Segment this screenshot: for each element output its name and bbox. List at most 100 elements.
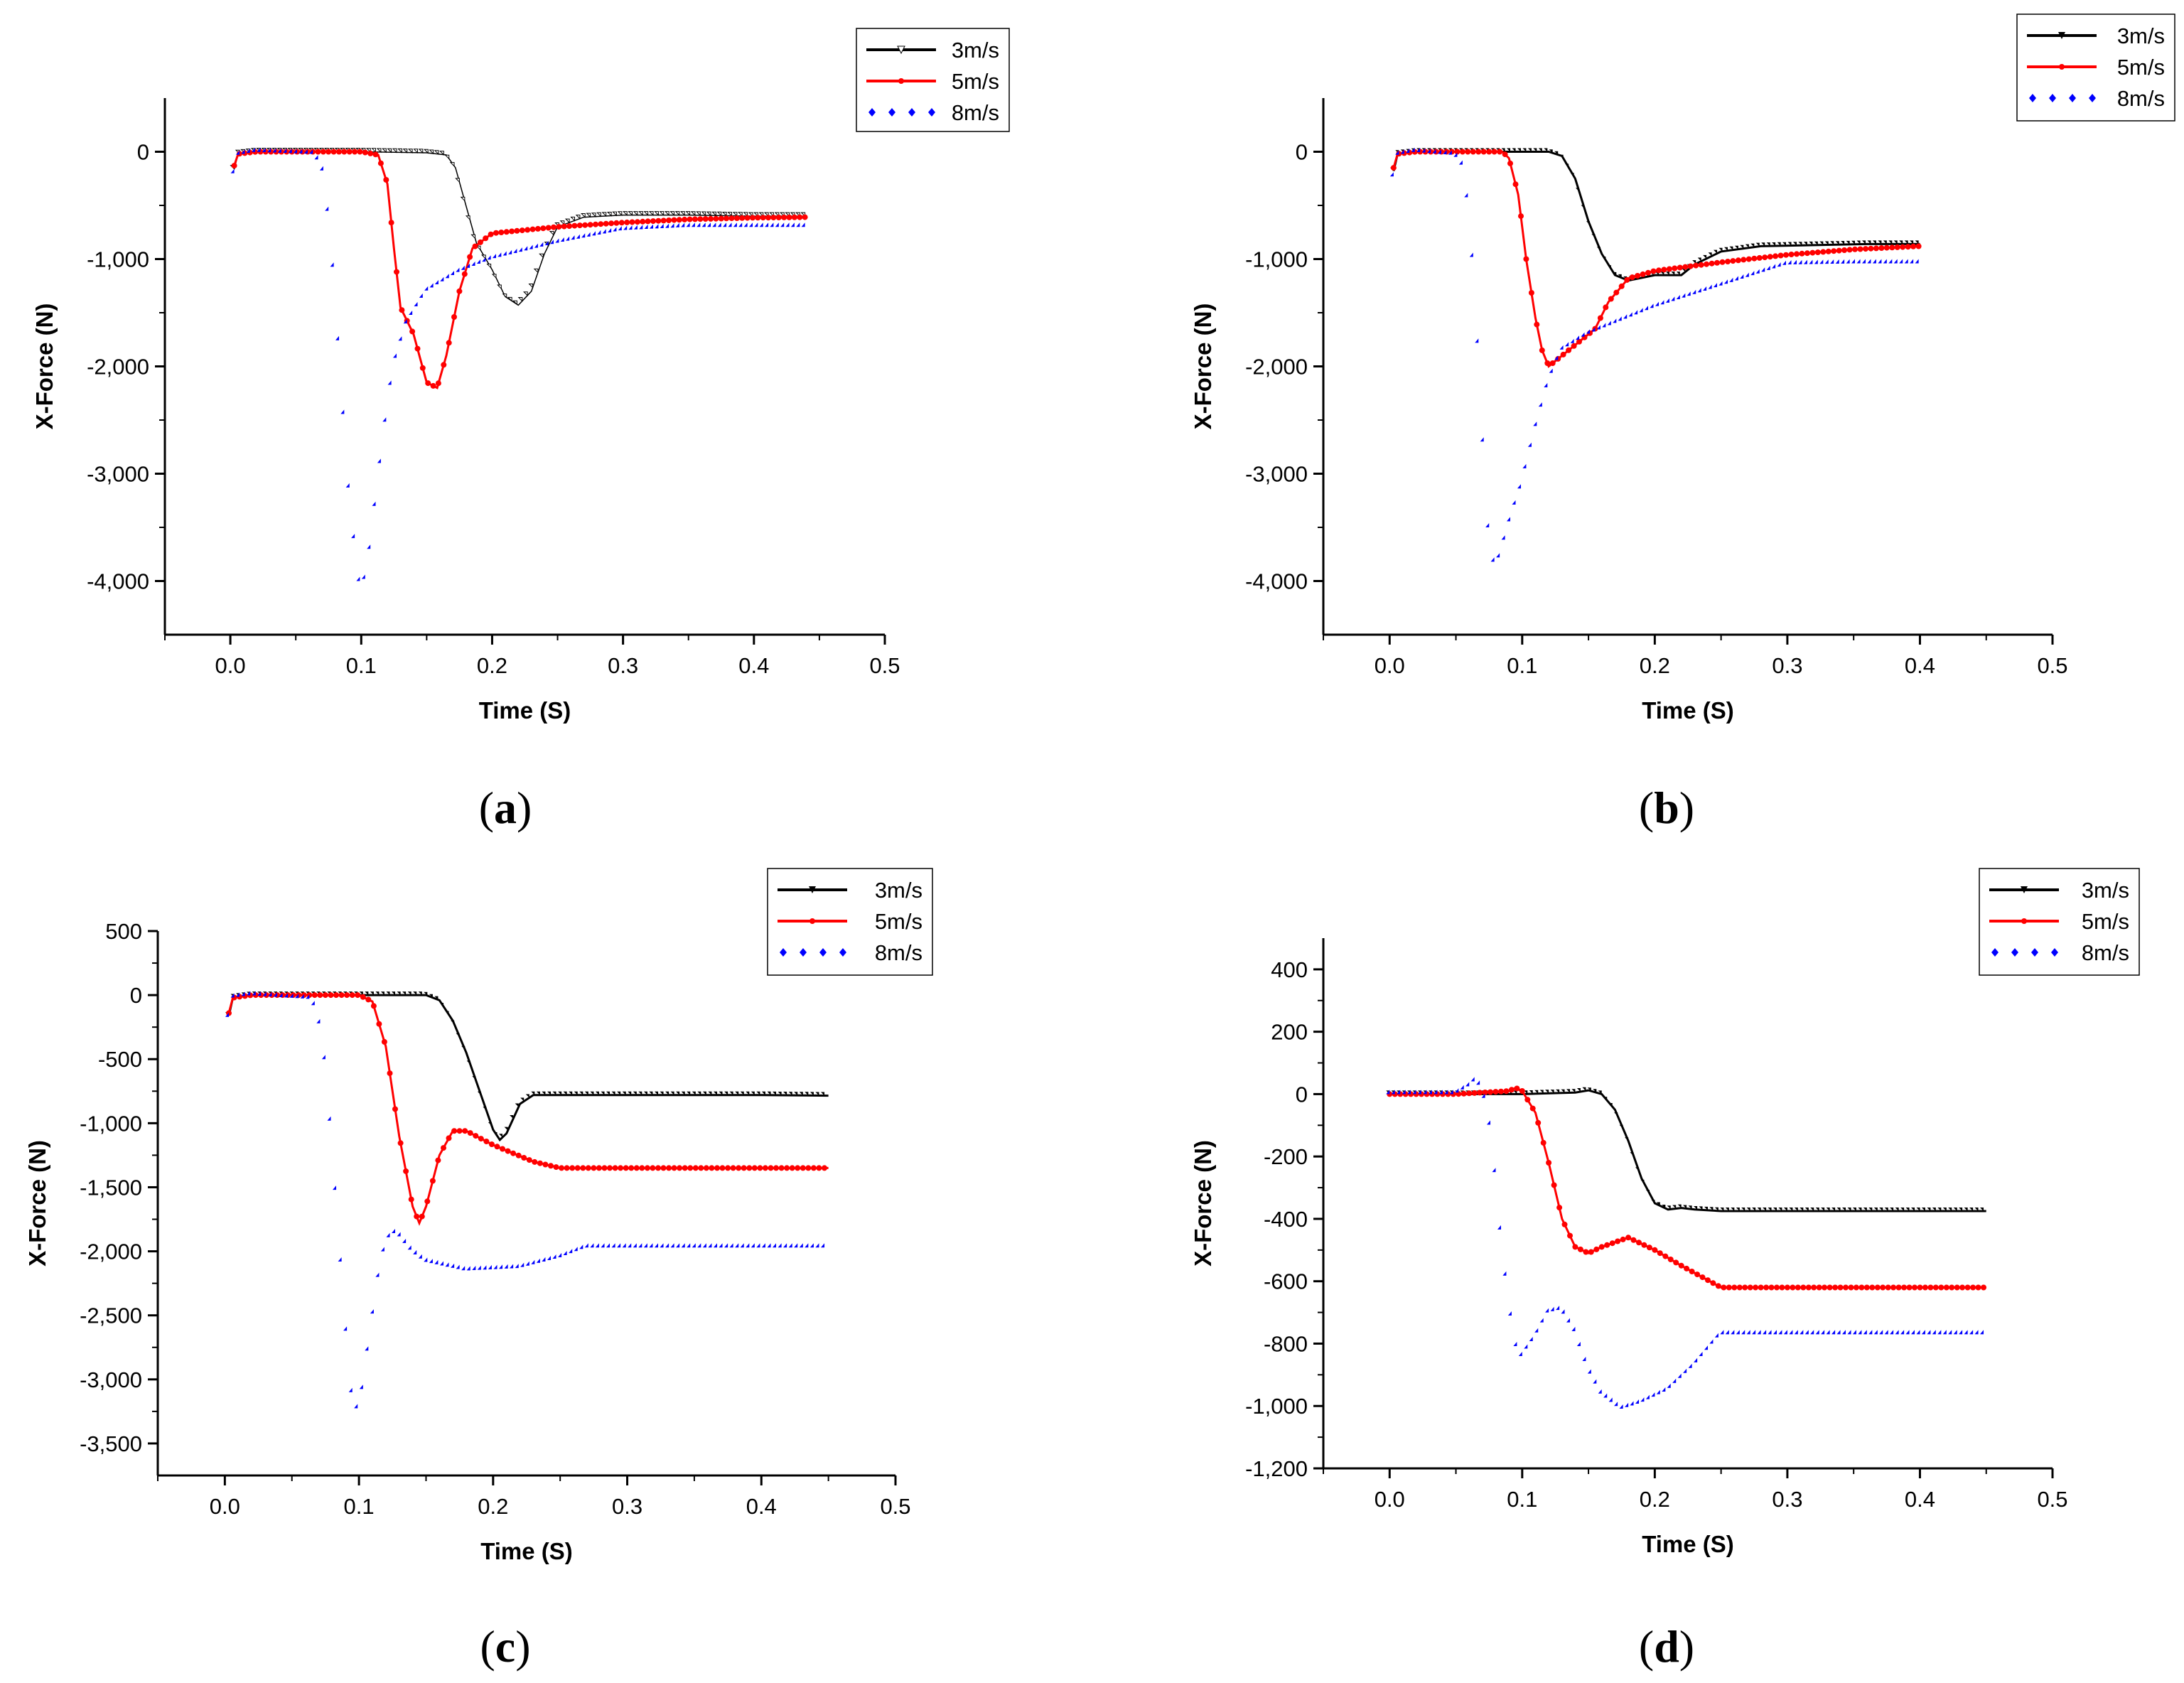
data-point <box>773 1165 779 1171</box>
data-point <box>558 1252 562 1257</box>
x-tick-label: 0.4 <box>1905 653 1935 678</box>
data-point <box>1783 1330 1787 1335</box>
data-point <box>548 1163 554 1169</box>
data-point <box>595 1091 599 1095</box>
data-point <box>225 1012 230 1017</box>
data-point <box>1586 329 1591 334</box>
data-point <box>403 1168 409 1174</box>
data-point <box>1582 1357 1586 1362</box>
data-point <box>760 215 766 221</box>
series-line <box>227 994 829 1226</box>
data-point <box>1980 1330 1984 1335</box>
legend-marker <box>2059 64 2065 70</box>
y-tick-label: -1,000 <box>1245 1394 1308 1419</box>
data-point <box>1745 244 1749 248</box>
data-point <box>1904 259 1908 264</box>
data-point <box>1544 148 1548 152</box>
data-point <box>1587 1087 1591 1092</box>
y-tick-label: -1,000 <box>87 247 149 272</box>
data-point <box>1724 279 1728 284</box>
data-point <box>1464 193 1468 198</box>
data-point <box>692 1243 696 1248</box>
data-point <box>686 222 690 227</box>
data-point <box>1821 1208 1825 1212</box>
data-point <box>1491 149 1497 155</box>
data-point <box>1975 1284 1981 1291</box>
data-point <box>761 1243 765 1248</box>
data-point <box>1412 1090 1416 1095</box>
data-point <box>315 149 321 155</box>
data-point <box>515 1264 519 1269</box>
data-point <box>1608 1397 1613 1402</box>
data-point <box>671 1165 677 1171</box>
data-point <box>1758 1284 1764 1291</box>
legend-label: 8m/s <box>952 100 999 125</box>
data-point <box>515 1103 519 1107</box>
data-point <box>580 1165 586 1171</box>
data-point <box>1969 1330 1974 1335</box>
data-point <box>1830 241 1834 245</box>
data-point <box>1556 1205 1563 1211</box>
data-point <box>1783 1208 1787 1212</box>
data-point <box>354 1404 358 1409</box>
data-point <box>288 149 292 154</box>
data-point <box>1687 263 1694 269</box>
y-tick-label: 400 <box>1271 957 1308 982</box>
data-point <box>392 148 397 154</box>
data-point <box>1804 250 1810 257</box>
data-point <box>794 1092 798 1096</box>
data-point <box>1778 1208 1782 1212</box>
data-point <box>1846 247 1853 253</box>
data-point <box>650 1165 656 1171</box>
data-point <box>1726 1284 1732 1291</box>
data-point <box>596 1165 602 1171</box>
data-point <box>424 1257 428 1262</box>
data-point <box>1476 1080 1480 1085</box>
data-point <box>1684 1265 1690 1271</box>
data-point <box>1534 1328 1539 1333</box>
data-point <box>1878 245 1885 251</box>
data-point <box>1427 149 1431 154</box>
data-point <box>462 1128 468 1134</box>
data-point <box>622 1091 626 1095</box>
x-tick-label: 0.2 <box>1640 1487 1670 1512</box>
x-axis-title: Time (S) <box>1642 1531 1734 1557</box>
data-point <box>1591 327 1596 332</box>
data-point <box>733 222 737 227</box>
data-point <box>246 149 250 154</box>
data-point <box>697 1091 701 1095</box>
data-point <box>348 1387 353 1392</box>
data-point <box>274 992 278 997</box>
data-point <box>555 238 559 243</box>
data-point <box>1921 1208 1925 1212</box>
x-tick-label: 0.5 <box>2037 1487 2067 1512</box>
data-point <box>1720 1330 1724 1335</box>
data-point <box>709 1165 715 1171</box>
data-point <box>706 211 711 217</box>
data-point <box>1704 1206 1709 1210</box>
data-point <box>675 222 679 227</box>
data-point <box>316 1018 321 1023</box>
y-axis-title: X-Force (N) <box>1190 303 1216 430</box>
data-point <box>1873 245 1879 252</box>
data-point <box>1885 1284 1891 1291</box>
data-point <box>1571 343 1577 349</box>
data-point <box>795 1165 801 1171</box>
data-point <box>708 1243 712 1248</box>
data-point <box>1507 160 1513 166</box>
data-point <box>1942 1208 1947 1212</box>
data-point <box>1498 1088 1504 1095</box>
data-point <box>456 267 460 272</box>
data-point <box>1821 1330 1825 1335</box>
data-point <box>1827 1284 1833 1291</box>
data-point <box>1825 248 1831 254</box>
data-point <box>1720 1208 1724 1212</box>
data-point <box>1867 240 1871 244</box>
data-point <box>740 1091 744 1095</box>
data-point <box>1714 259 1720 266</box>
data-point <box>623 1165 629 1171</box>
data-point <box>633 1165 640 1171</box>
data-point <box>377 160 384 166</box>
data-point <box>382 417 387 422</box>
data-point <box>1603 1097 1608 1101</box>
